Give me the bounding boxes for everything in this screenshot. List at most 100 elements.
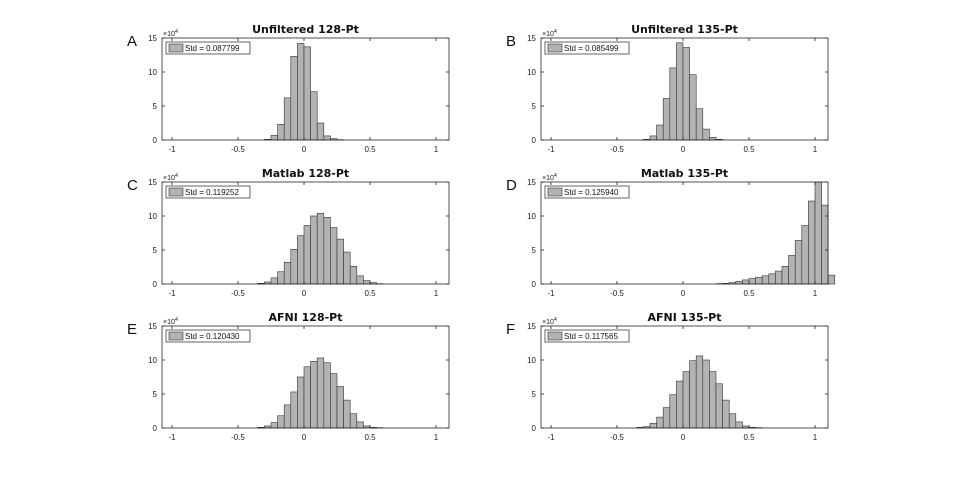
- histogram-bar: [662, 407, 671, 429]
- x-tick-label: -1: [547, 289, 555, 298]
- legend: Std = 0.119252: [165, 185, 251, 199]
- panel-letter: A: [127, 33, 137, 50]
- histogram-bar: [742, 279, 750, 285]
- histogram-bar: [316, 212, 325, 285]
- histogram-bar: [283, 261, 292, 285]
- y-tick-label: 0: [532, 424, 537, 433]
- histogram-bar: [343, 251, 351, 285]
- chart-title: AFNI 128-Pt: [268, 311, 342, 324]
- axes-box: [540, 37, 829, 141]
- y-tick-label: 5: [532, 246, 537, 255]
- histogram-bar: [689, 360, 697, 429]
- histogram-bar: [676, 380, 684, 429]
- histogram-bar: [310, 215, 318, 285]
- histogram-bar: [808, 200, 816, 285]
- legend-label: Std = 0.125940: [564, 188, 619, 197]
- legend-label: Std = 0.120430: [185, 332, 240, 341]
- y-tick-label: 15: [527, 322, 536, 331]
- histogram-bar: [669, 67, 677, 141]
- histogram-bar: [735, 421, 743, 429]
- x-tick-label: 0.5: [743, 145, 755, 154]
- legend-swatch: [547, 43, 563, 53]
- histogram-bar: [349, 266, 358, 285]
- x-tick-label: 0: [302, 433, 307, 442]
- histogram-bar: [316, 357, 325, 429]
- histogram-bar: [283, 97, 292, 141]
- histogram-bar: [303, 366, 311, 429]
- histogram-bar: [323, 217, 331, 285]
- y-tick-label: 10: [148, 212, 157, 221]
- histogram-bar: [323, 362, 331, 429]
- x-tick-label: -0.5: [231, 145, 245, 154]
- histogram-bar: [270, 134, 278, 141]
- legend-label: Std = 0.085499: [564, 44, 619, 53]
- y-tick-label: 10: [527, 68, 536, 77]
- histogram-bar: [709, 136, 717, 141]
- y-exponent-label: ×104: [163, 317, 178, 326]
- histogram-bar: [283, 404, 292, 429]
- x-tick-label: 1: [813, 289, 818, 298]
- y-tick-label: 5: [153, 246, 158, 255]
- y-tick-label: 15: [148, 322, 157, 331]
- x-tick-label: -1: [168, 289, 176, 298]
- histogram-bar: [277, 415, 285, 429]
- histogram-bar: [290, 249, 298, 285]
- legend-label: Std = 0.087799: [185, 44, 240, 53]
- x-tick-label: 1: [813, 433, 818, 442]
- axes-box: [540, 181, 829, 285]
- histogram-bar: [669, 394, 677, 429]
- histogram-bar: [735, 280, 743, 285]
- legend-label: Std = 0.119252: [185, 188, 239, 197]
- y-tick-label: 5: [532, 390, 537, 399]
- histogram-bar: [656, 416, 664, 429]
- histogram-bar: [349, 413, 358, 429]
- histogram-bar: [363, 280, 371, 285]
- legend-swatch: [168, 331, 184, 341]
- x-tick-label: -0.5: [231, 433, 245, 442]
- x-tick-label: -1: [547, 433, 555, 442]
- x-tick-label: 0: [302, 145, 307, 154]
- y-exponent-label: ×104: [542, 173, 557, 182]
- legend-label: Std = 0.117565: [564, 332, 618, 341]
- x-tick-label: 0: [681, 289, 686, 298]
- histogram-bar: [682, 47, 690, 141]
- x-tick-label: -0.5: [610, 433, 624, 442]
- histogram-bar: [277, 271, 285, 285]
- histogram-bar: [303, 225, 311, 285]
- histogram-bar: [715, 383, 723, 429]
- legend-swatch: [168, 43, 184, 53]
- axes-box: [161, 325, 450, 429]
- histogram-bar: [270, 277, 278, 285]
- legend-box: [165, 329, 251, 343]
- histogram-bar: [343, 399, 351, 429]
- x-tick-label: -1: [547, 145, 555, 154]
- y-exponent-label: ×104: [163, 173, 178, 182]
- y-tick-label: 10: [148, 68, 157, 77]
- histogram-bar: [310, 361, 318, 429]
- histogram-bar: [290, 56, 298, 141]
- bars: [264, 43, 344, 141]
- y-tick-label: 0: [153, 280, 158, 289]
- histogram-bar: [709, 371, 717, 429]
- legend-box: [544, 185, 630, 199]
- histogram-bar: [794, 240, 803, 285]
- histogram-bar: [356, 421, 364, 429]
- histogram-bar: [682, 371, 690, 429]
- axes-box: [161, 181, 450, 285]
- histogram-bar: [702, 128, 710, 141]
- y-tick-label: 0: [532, 280, 537, 289]
- legend-box: [544, 329, 630, 343]
- y-exponent-label: ×104: [163, 29, 178, 38]
- histogram-bar: [290, 391, 298, 429]
- legend-swatch: [547, 187, 563, 197]
- x-tick-label: 0.5: [364, 433, 376, 442]
- legend: Std = 0.117565: [544, 329, 630, 343]
- x-tick-label: 1: [434, 433, 439, 442]
- x-tick-label: 0.5: [364, 145, 376, 154]
- chart-title: Matlab 135-Pt: [641, 167, 728, 180]
- histogram-bar: [297, 43, 305, 141]
- y-tick-label: 5: [153, 102, 158, 111]
- y-exponent-label: ×104: [542, 29, 557, 38]
